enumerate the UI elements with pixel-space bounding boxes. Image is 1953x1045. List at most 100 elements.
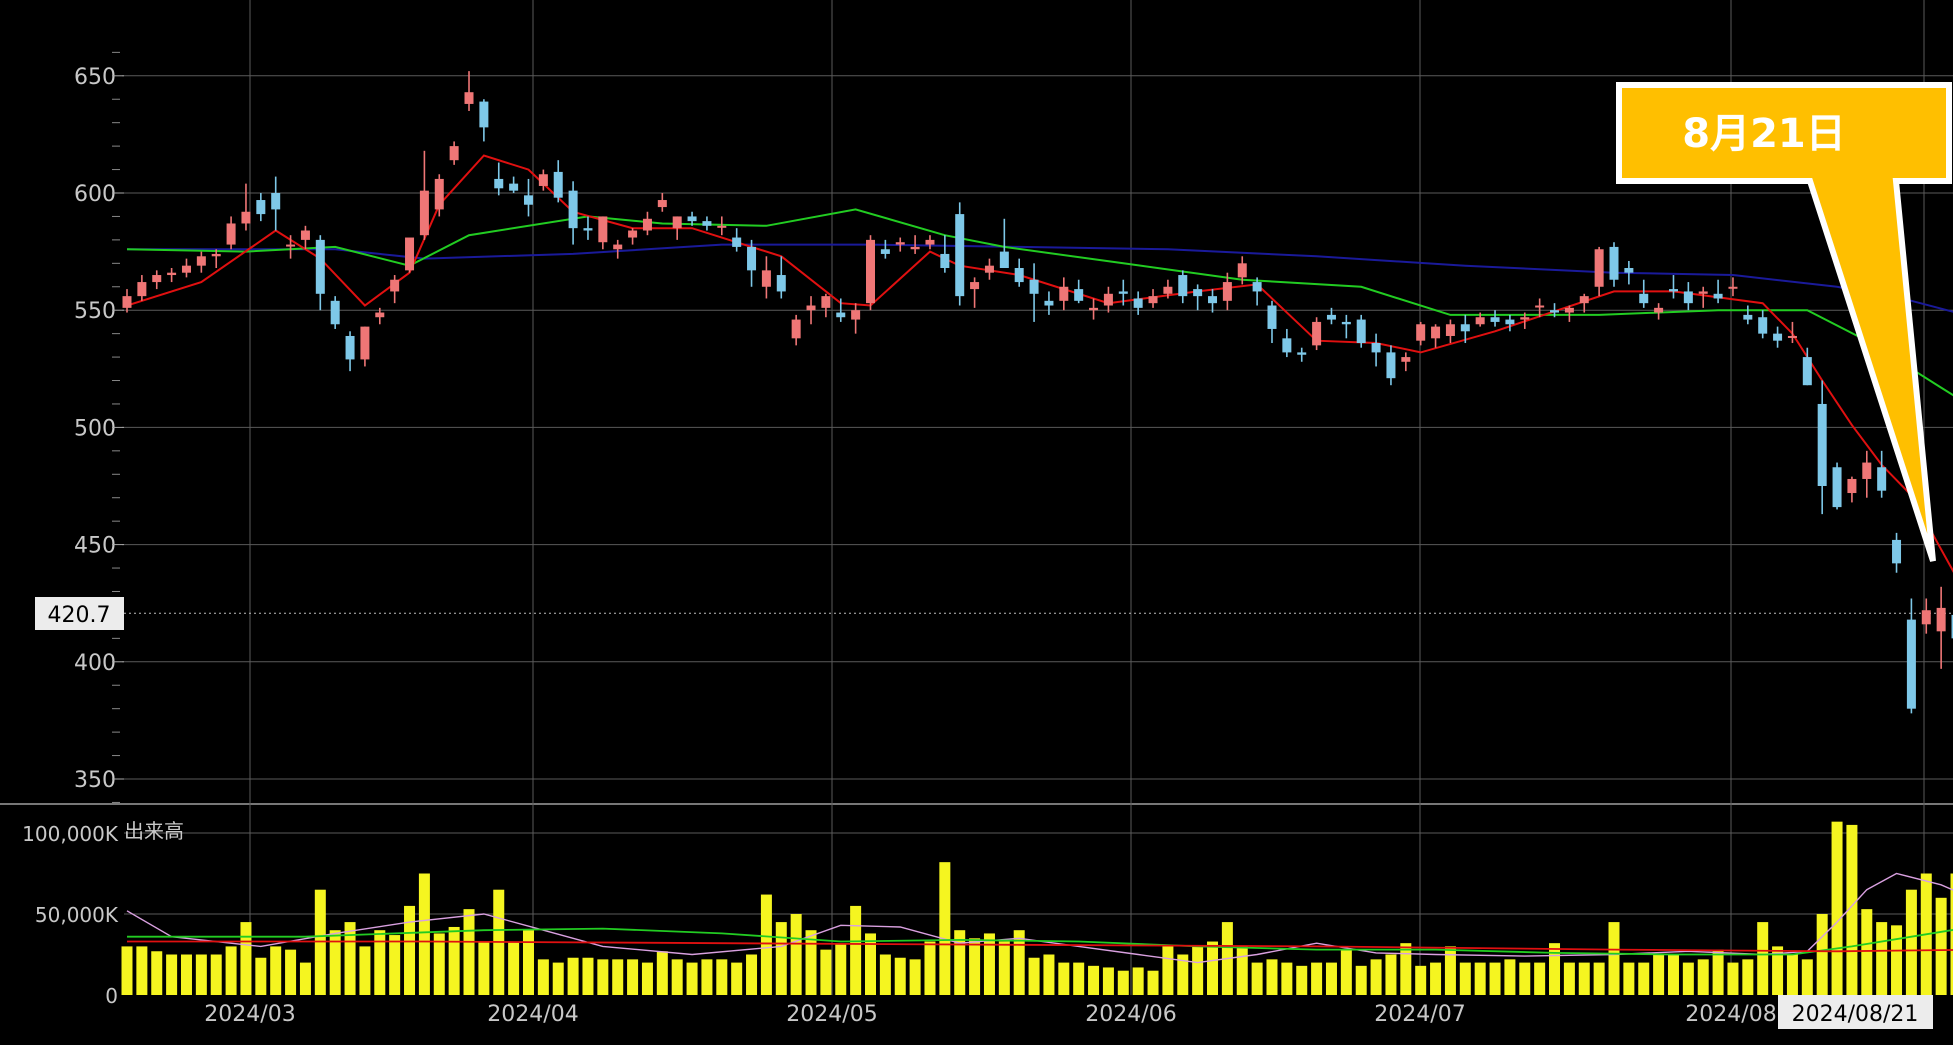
candlestick (1847, 476, 1857, 503)
volume-bar (1563, 962, 1575, 995)
price-tick-label: 350 (74, 768, 116, 793)
candlestick (1921, 598, 1931, 634)
candlestick (196, 251, 206, 273)
volume-bar (1489, 962, 1501, 995)
volume-bar (716, 959, 728, 995)
candlestick (1773, 326, 1783, 348)
candlestick-series (122, 71, 1953, 714)
candle-body-down (315, 239, 325, 294)
candle-body-down (330, 300, 340, 325)
volume-bar (850, 905, 862, 995)
candle-body-down (1371, 343, 1381, 353)
candlestick (360, 326, 370, 367)
candle-body-down (1252, 282, 1262, 292)
candlestick (375, 307, 385, 325)
current-price-tag-box (35, 597, 124, 630)
candle-body-down (1074, 289, 1084, 301)
candlestick (271, 176, 281, 231)
volume-bar (418, 873, 430, 995)
candle-body-down (1133, 298, 1143, 308)
callout-bubble (1616, 82, 1952, 562)
candlestick (1371, 333, 1381, 367)
candle-body-down (1906, 619, 1916, 709)
volume-bar (1162, 946, 1174, 995)
candlestick (1133, 291, 1143, 315)
volume-bar (1355, 965, 1367, 995)
volume-tick-label: 0 (105, 984, 118, 1008)
candlestick (1326, 307, 1336, 325)
candle-body-down (836, 312, 846, 318)
volume-bar (1415, 965, 1427, 995)
candlestick (1936, 586, 1946, 669)
candle-body-up (717, 225, 727, 228)
volume-bar (1117, 970, 1129, 995)
candlestick (509, 176, 519, 193)
candle-body-up (1445, 324, 1455, 336)
volume-bar (909, 959, 921, 995)
candle-body-up (1654, 307, 1664, 313)
candlestick (1698, 286, 1708, 308)
candlestick (1148, 289, 1158, 308)
volume-bar (1816, 914, 1828, 995)
candle-body-up (1698, 291, 1708, 294)
volume-bar (1370, 959, 1382, 995)
candle-body-down (1773, 333, 1783, 341)
candle-body-down (1029, 279, 1039, 294)
volume-bar (1534, 962, 1546, 995)
volume-bar (1043, 954, 1055, 995)
candlestick (1312, 317, 1322, 351)
candlestick (1356, 314, 1366, 348)
candle-body-down (1743, 314, 1753, 320)
candle-body-down (1550, 310, 1560, 313)
candlestick (523, 178, 533, 217)
volume-bar (1905, 889, 1917, 995)
candlestick (345, 331, 355, 372)
candle-body-up (910, 246, 920, 250)
volume-bar (894, 957, 906, 995)
volume-bar (1846, 824, 1858, 995)
candle-body-down (1832, 467, 1842, 508)
candlestick (851, 303, 861, 334)
candle-body-down (271, 193, 281, 210)
candlestick (1505, 314, 1515, 332)
candle-body-down (568, 190, 578, 229)
candlestick (761, 256, 771, 299)
volume-bar (255, 957, 267, 995)
candle-body-down (1668, 289, 1678, 292)
candle-body-up (1416, 324, 1426, 341)
volume-bar (1653, 954, 1665, 995)
volume-bar (1102, 967, 1114, 995)
candle-body-down (1892, 539, 1902, 564)
candle-body-down (1802, 357, 1812, 386)
candlestick (1282, 328, 1292, 358)
candle-body-down (1951, 614, 1953, 639)
volume-bar (329, 930, 341, 995)
candlestick (1163, 279, 1173, 299)
candle-body-up (137, 282, 147, 297)
candlestick (657, 193, 667, 212)
candle-body-down (1282, 338, 1292, 353)
candlestick (1564, 305, 1574, 322)
volume-bar (299, 962, 311, 995)
volume-bar (1430, 962, 1442, 995)
price-tick-label: 400 (74, 651, 116, 676)
candlestick (1594, 246, 1604, 297)
volume-bar (285, 949, 297, 995)
candle-body-down (1341, 321, 1351, 325)
candle-body-up (1728, 286, 1738, 289)
candle-body-down (1118, 291, 1128, 294)
candlestick (1862, 450, 1872, 498)
candlestick (1579, 293, 1589, 313)
volume-tick-label: 50,000K (35, 903, 119, 927)
candle-body-down (1267, 305, 1277, 329)
volume-bar (210, 954, 222, 995)
candlestick (1029, 263, 1039, 322)
candle-body-up (286, 244, 296, 247)
candlestick (1178, 270, 1188, 304)
candle-body-up (1847, 478, 1857, 494)
volume-bar (1385, 954, 1397, 995)
volume-bar (1311, 962, 1323, 995)
candle-body-up (598, 216, 608, 243)
candlestick (880, 239, 890, 259)
